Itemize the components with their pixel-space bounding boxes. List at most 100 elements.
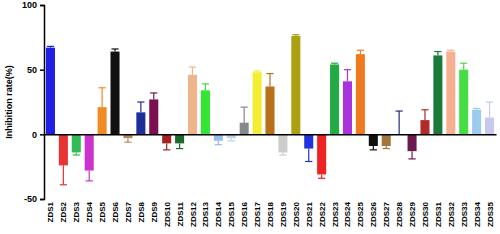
x-tick-label: ZDS25 [356,201,365,226]
bar [136,112,145,134]
error-stem [63,165,64,184]
x-tick-label: ZDS13 [201,201,210,226]
bar [59,134,68,165]
x-tick-label: ZDS19 [279,201,288,226]
x-tick-label: ZDS1 [46,201,55,222]
x-tick-label: ZDS29 [408,201,417,226]
error-cap [370,149,377,150]
x-tick-label: ZDS17 [253,201,262,226]
error-cap [357,50,364,51]
error-bar [383,146,390,149]
bar [162,134,171,143]
error-cap [383,148,390,149]
error-bar [86,171,93,181]
y-tick: 100 [22,0,44,10]
plot [46,35,494,185]
error-stem [463,63,464,69]
bar [472,110,481,135]
error-bar [60,165,67,184]
y-tick-label: 100 [22,0,37,10]
x-axis-line [45,134,497,136]
chart: -50050100Inhibition rate(%)ZDS1ZDS2ZDS3Z… [0,0,500,234]
error-cap [318,178,325,179]
error-stem [399,111,400,134]
x-tick-label: ZDS9 [150,201,159,222]
error-cap [344,69,351,70]
error-bar [357,50,364,54]
bar [265,86,274,134]
error-cap [189,66,196,67]
error-cap [305,161,312,162]
error-cap [150,92,157,93]
bar [98,107,107,134]
error-stem [89,171,90,181]
error-bar [318,174,325,178]
x-tick-label: ZDS20 [292,201,301,226]
x-tick-label: ZDS32 [447,201,456,226]
error-bar [434,52,441,56]
error-stem [205,84,206,90]
error-bar [202,84,209,90]
error-bar [73,152,80,155]
error-cap [421,109,428,110]
error-stem [153,93,154,99]
y-tick-mark [40,69,44,71]
y-axis-title: Inhibition rate(%) [4,65,14,139]
x-tick-label: ZDS16 [240,201,249,226]
bar [382,134,391,146]
x-tick-label: ZDS15 [227,201,236,226]
x-tick-label: ZDS5 [98,201,107,222]
error-bar [473,108,480,109]
error-cap [98,87,105,88]
x-tick-label: ZDS34 [473,201,482,226]
y-tick-label: -50 [24,194,37,204]
error-cap [241,107,248,108]
bar [420,120,429,134]
y-tick: -50 [24,194,44,204]
error-bar [98,88,105,107]
error-bar [124,138,131,142]
error-bar [189,67,196,75]
bar [111,52,120,135]
bar [46,48,55,135]
error-bar [137,102,144,112]
y-tick-mark [40,134,44,136]
error-bar [331,63,338,64]
x-tick-label: ZDS18 [266,201,275,226]
error-cap [447,50,454,51]
error-cap [137,101,144,102]
bar [343,81,352,134]
x-tick-label: ZDS4 [85,201,94,222]
bar [356,54,365,134]
error-cap [124,141,131,142]
y-tick-label: 0 [32,130,37,140]
bar [291,36,300,134]
error-cap [473,108,480,109]
bar [85,134,94,170]
error-cap [176,148,183,149]
error-bar [460,63,467,69]
error-bar [279,152,286,155]
x-tick-label: ZDS10 [163,201,172,226]
error-bar [266,74,273,87]
bar [330,64,339,134]
error-bar [163,143,170,149]
error-bar [241,107,248,123]
error-stem [347,70,348,82]
error-cap [396,110,403,111]
error-cap [460,63,467,64]
x-tick-label: ZDS21 [305,201,314,226]
error-bar [215,141,222,145]
error-cap [253,70,260,71]
error-stem [424,110,425,120]
x-axis [45,134,497,135]
bar [149,99,158,134]
x-tick-label: ZDS30 [421,201,430,226]
error-cap [60,184,67,185]
error-bar [344,70,351,82]
error-bar [253,71,260,72]
error-bar [228,138,235,141]
x-tick-label: ZDS23 [331,201,340,226]
error-stem [166,143,167,149]
bar [304,134,313,148]
